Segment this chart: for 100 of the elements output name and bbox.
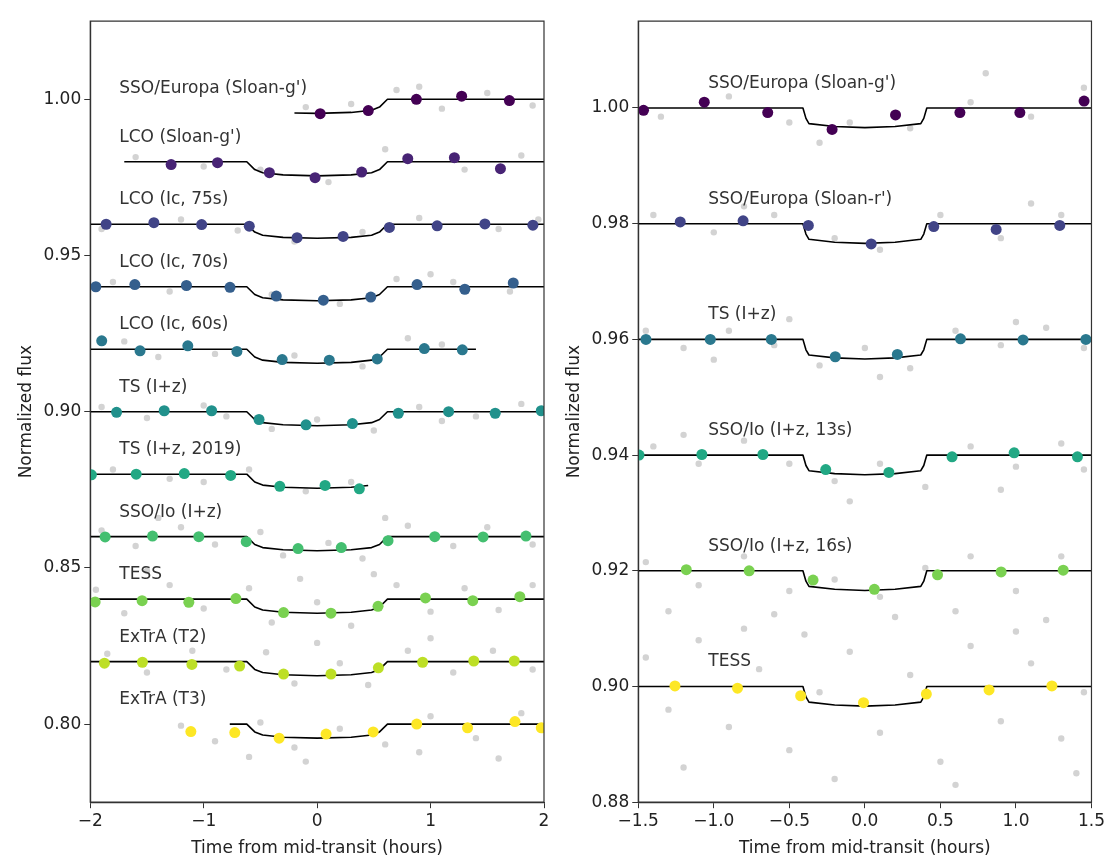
y-tick-label: 0.96 (591, 327, 630, 348)
point (527, 219, 539, 231)
point (932, 569, 944, 581)
point (147, 530, 159, 542)
y-tick-label: 0.94 (591, 443, 630, 464)
point (317, 294, 329, 306)
point (520, 530, 532, 542)
point (263, 167, 275, 179)
point (477, 531, 489, 543)
series-label: LCO (Ic, 75s) (119, 188, 229, 209)
point (868, 583, 880, 595)
point (193, 531, 205, 543)
point (382, 535, 394, 547)
y-tick-label: 1.00 (591, 96, 630, 117)
point (240, 536, 252, 548)
point (429, 531, 441, 543)
y-tick-label: 0.92 (591, 559, 630, 580)
y-tick-label: 0.80 (43, 712, 82, 733)
point (372, 600, 384, 612)
point (920, 688, 932, 700)
x-tick-label: 1.5 (1077, 809, 1106, 830)
point (136, 595, 148, 607)
point (489, 407, 501, 419)
y-tick-label: 0.95 (43, 243, 82, 264)
point (346, 418, 358, 430)
point (337, 230, 349, 242)
point (243, 220, 255, 232)
point (411, 279, 423, 291)
point (410, 93, 422, 105)
point (225, 469, 237, 481)
point (1071, 451, 1083, 463)
point (1017, 334, 1029, 346)
point (462, 722, 474, 734)
x-tick-label: −1.0 (693, 809, 735, 830)
point (136, 656, 148, 668)
point (802, 219, 814, 231)
point (743, 565, 755, 577)
point (98, 657, 110, 669)
point (253, 414, 265, 426)
y-tick-label: 0.90 (591, 674, 630, 695)
x-axis-title: Time from mid-transit (hours) (190, 837, 443, 858)
x-tick-label: −0.5 (768, 809, 810, 830)
y-tick-label: 0.85 (43, 556, 82, 577)
point (365, 291, 377, 303)
point (762, 107, 774, 119)
point (456, 344, 468, 356)
point (431, 220, 443, 232)
y-axis-title: Normalized flux (14, 345, 35, 479)
point (353, 483, 365, 495)
point (1057, 564, 1069, 576)
point (468, 655, 480, 667)
point (183, 596, 195, 608)
point (669, 680, 681, 692)
series-label: TS (I+z) (118, 375, 188, 396)
point (494, 163, 506, 175)
y-tick-label: 0.98 (591, 212, 630, 233)
point (443, 406, 455, 418)
point (362, 105, 374, 117)
series-label: TS (I+z) (707, 303, 777, 324)
point (765, 333, 777, 345)
point (212, 157, 224, 169)
point (829, 351, 841, 363)
point (185, 726, 197, 738)
point (383, 221, 395, 233)
y-tick-label: 0.88 (591, 790, 630, 811)
point (291, 232, 303, 244)
series-label: LCO (Sloan-g') (119, 125, 242, 146)
point (90, 281, 102, 293)
series-label: LCO (Ic, 70s) (119, 250, 229, 271)
point (459, 283, 471, 295)
point (392, 407, 404, 419)
point (891, 348, 903, 360)
point (270, 290, 282, 302)
point (674, 216, 686, 228)
point (292, 543, 304, 555)
point (467, 595, 479, 607)
point (274, 480, 286, 492)
point (335, 542, 347, 554)
point (231, 345, 243, 357)
y-tick-label: 0.90 (43, 400, 82, 421)
point (372, 662, 384, 674)
point (182, 340, 194, 352)
point (99, 531, 111, 543)
point (479, 218, 491, 230)
point (148, 217, 160, 229)
x-tick-label: 2 (538, 809, 550, 830)
series-label: ExTrA (T3) (119, 688, 207, 709)
x-tick-label: 0 (311, 809, 323, 830)
point (130, 468, 142, 480)
point (320, 728, 332, 740)
point (508, 655, 520, 667)
series-label: TESS (707, 650, 751, 671)
x-tick-label: 1 (425, 809, 436, 830)
series-label: TESS (118, 563, 162, 584)
series-label: SSO/Io (I+z, 16s) (708, 534, 853, 555)
point (186, 658, 198, 670)
x-tick-label: −2 (77, 809, 103, 830)
x-tick-label: −1.5 (617, 809, 659, 830)
series-label: SSO/Io (I+z, 13s) (708, 419, 853, 440)
point (224, 281, 236, 293)
